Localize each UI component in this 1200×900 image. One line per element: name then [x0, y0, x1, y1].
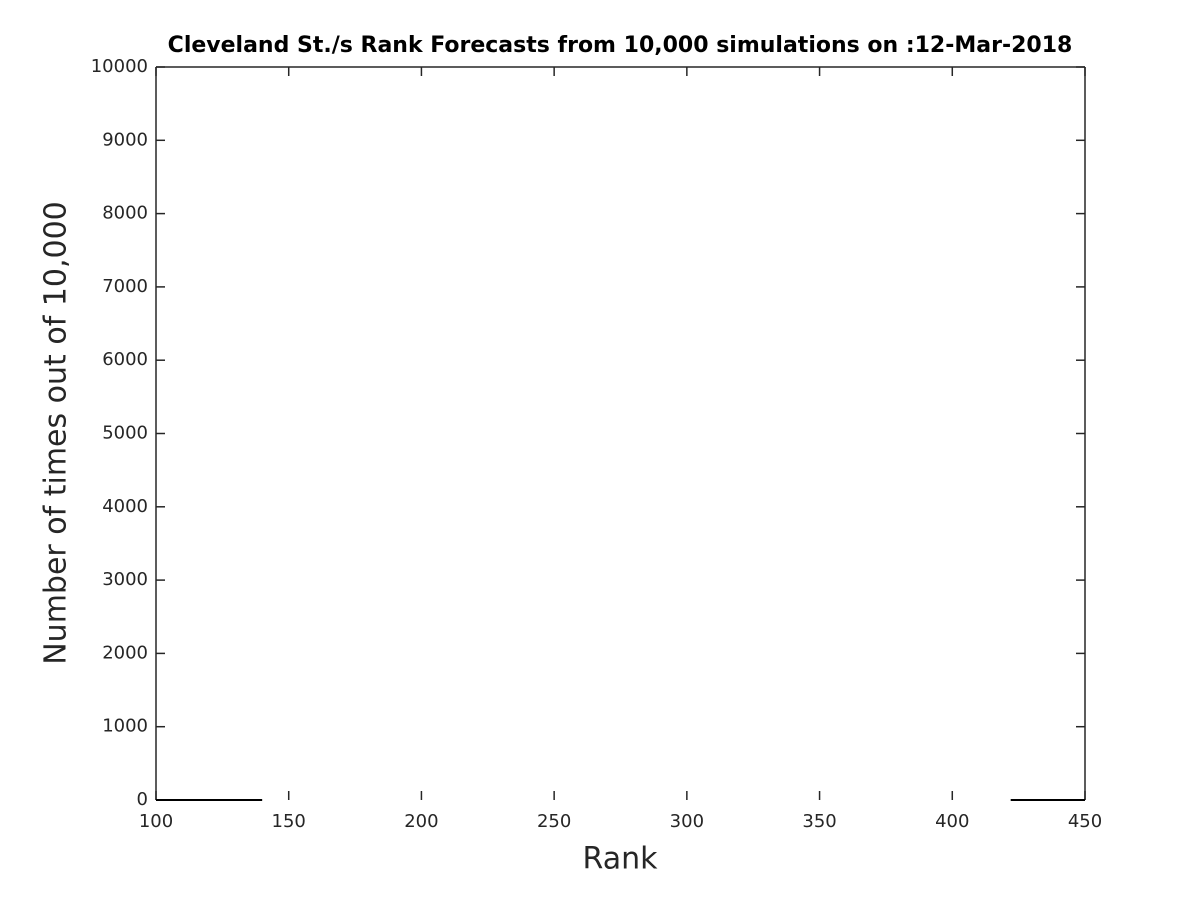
y-tick-label: 2000: [102, 642, 148, 663]
x-tick-label: 300: [670, 811, 704, 832]
y-tick-label: 5000: [102, 423, 148, 444]
x-tick-label: 450: [1068, 811, 1102, 832]
y-tick-label: 7000: [102, 276, 148, 297]
x-tick-label: 200: [404, 811, 438, 832]
y-tick-label: 4000: [102, 496, 148, 517]
y-axis-label: Number of times out of 10,000: [39, 201, 74, 665]
x-tick-label: 150: [272, 811, 306, 832]
x-axis-label: Rank: [583, 842, 659, 877]
y-tick-label: 10000: [91, 56, 148, 77]
y-tick-label: 3000: [102, 569, 148, 590]
y-tick-label: 8000: [102, 203, 148, 224]
x-tick-label: 400: [935, 811, 969, 832]
y-tick-label: 1000: [102, 716, 148, 737]
y-tick-label: 9000: [102, 129, 148, 150]
y-tick-label: 6000: [102, 349, 148, 370]
x-tick-label: 100: [139, 811, 173, 832]
x-tick-label: 250: [537, 811, 571, 832]
x-tick-label: 350: [802, 811, 836, 832]
y-tick-label: 0: [137, 789, 148, 810]
chart-title: Cleveland St./s Rank Forecasts from 10,0…: [168, 33, 1073, 58]
